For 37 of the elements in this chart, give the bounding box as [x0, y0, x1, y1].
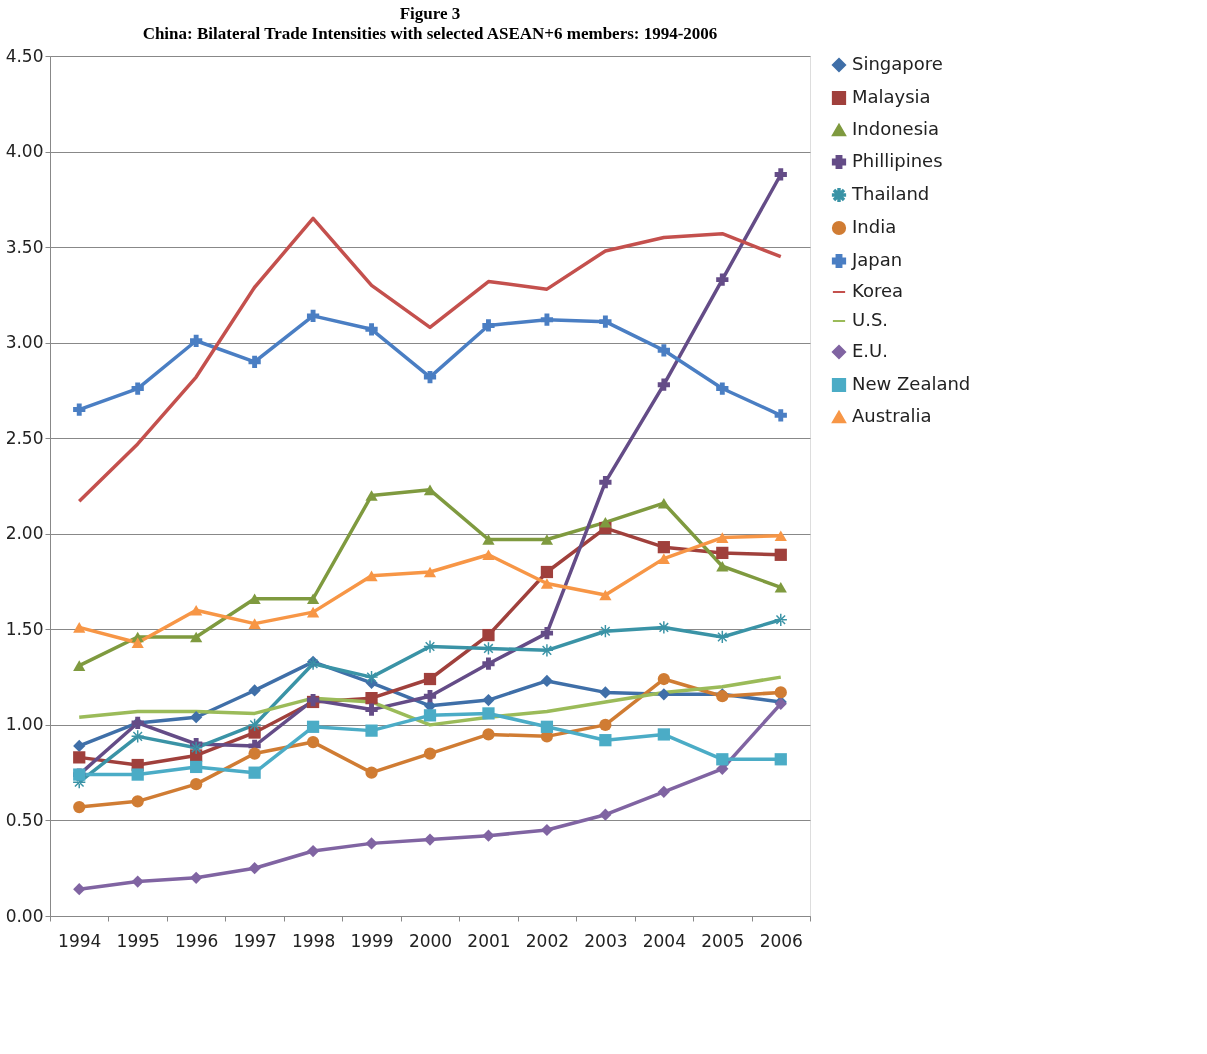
chart-title: Figure 3 — [399, 4, 461, 23]
x-tick-label: 2002 — [525, 930, 570, 951]
legend-label: Thailand — [851, 183, 930, 204]
legend-label: Singapore — [852, 53, 943, 74]
y-tick-label: 4.00 — [5, 141, 44, 162]
legend-label: Korea — [852, 280, 904, 301]
legend-label: Indonesia — [852, 118, 940, 139]
legend-label: Australia — [852, 405, 932, 426]
y-tick-label: 1.00 — [5, 714, 44, 735]
x-tick-label: 2001 — [467, 930, 511, 951]
legend-label: New Zealand — [852, 373, 971, 394]
y-tick-label: 2.50 — [5, 427, 44, 448]
x-tick-label: 2004 — [642, 930, 686, 951]
x-tick-label: 2003 — [584, 930, 628, 951]
legend-label: Phillipines — [852, 150, 943, 171]
x-tick-label: 1995 — [116, 930, 160, 951]
legend-label: E.U. — [852, 340, 888, 361]
x-tick-label: 2005 — [701, 930, 745, 951]
x-tick-label: 1996 — [175, 930, 219, 951]
legend-label: India — [852, 216, 897, 237]
chart-subtitle: China: Bilateral Trade Intensities with selected ASEAN+6 members: 1994-2006 — [142, 24, 718, 43]
y-tick-label: 1.50 — [5, 618, 44, 639]
legend-label: U.S. — [852, 309, 889, 330]
x-tick-label: 1998 — [291, 930, 336, 951]
y-tick-label: 3.50 — [5, 236, 44, 257]
x-tick-label: 2006 — [759, 930, 803, 951]
y-tick-label: 3.00 — [5, 332, 44, 353]
legend-label: Malaysia — [852, 86, 931, 107]
x-tick-label: 1994 — [58, 930, 102, 951]
y-tick-label: 2.00 — [5, 523, 44, 544]
y-tick-label: 0.50 — [5, 809, 44, 830]
x-tick-label: 1997 — [233, 930, 277, 951]
legend-label: Japan — [851, 249, 903, 270]
y-tick-label: 4.50 — [5, 45, 44, 66]
y-tick-label: 0.00 — [5, 905, 44, 926]
x-tick-label: 1999 — [350, 930, 394, 951]
x-tick-label: 2000 — [408, 930, 453, 951]
